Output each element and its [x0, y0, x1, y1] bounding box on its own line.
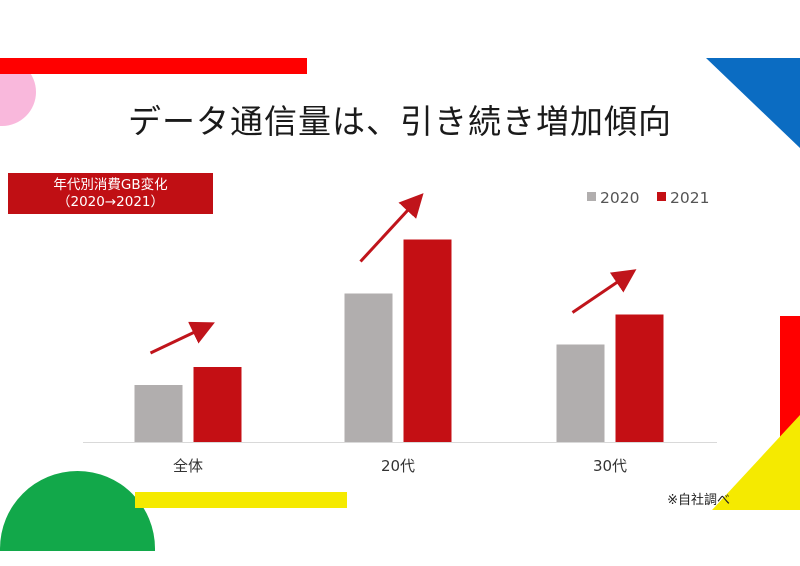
yellow-bottom-stripe [135, 492, 347, 508]
bar-2020-0 [134, 385, 183, 442]
badge-line-2: （2020→2021） [56, 193, 165, 210]
red-top-stripe [0, 58, 307, 74]
badge-line-1: 年代別消費GB変化 [53, 176, 168, 193]
x-tick-label: 全体 [173, 457, 203, 475]
x-tick-label: 20代 [381, 457, 415, 475]
trend-arrow [149, 321, 215, 355]
bar-2021-0 [193, 367, 242, 442]
bar-2020-2 [556, 344, 605, 442]
chart-badge: 年代別消費GB変化 （2020→2021） [8, 173, 213, 214]
legend-label-2021: 2021 [670, 189, 709, 207]
legend-swatch-2021 [657, 192, 666, 201]
trend-arrow [359, 193, 424, 263]
trend-arrow [571, 269, 637, 314]
bar-2021-2 [615, 314, 664, 442]
x-tick-label: 30代 [593, 457, 627, 475]
source-note: ※自社調べ [667, 493, 730, 508]
red-right-bar [780, 316, 800, 443]
legend-label-2020: 2020 [600, 189, 639, 207]
slide-title: データ通信量は、引き続き増加傾向 [128, 102, 672, 141]
bar-2021-1 [403, 239, 452, 442]
bar-2020-1 [344, 293, 393, 442]
legend-swatch-2020 [587, 192, 596, 201]
